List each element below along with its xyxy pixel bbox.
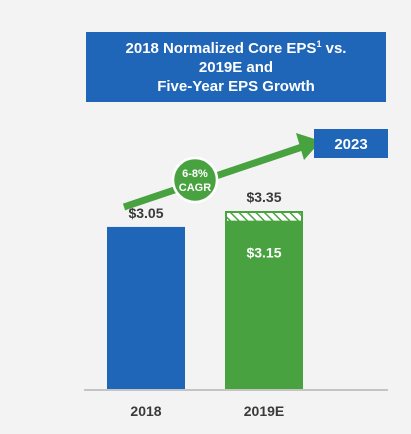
bar-inside-label-2019E: $3.15 bbox=[246, 245, 281, 261]
target-year-box bbox=[314, 129, 388, 158]
bar-2019E bbox=[225, 221, 303, 389]
bar-top-label-2019E: $3.35 bbox=[246, 189, 281, 205]
cagr-rate-label: 6-8% bbox=[182, 168, 208, 180]
cagr-label: CAGR bbox=[179, 182, 211, 194]
bar-label-2018: $3.05 bbox=[128, 205, 163, 221]
chart-title-line-3: Five-Year EPS Growth bbox=[157, 77, 315, 95]
x-tick-label-2018: 2018 bbox=[130, 403, 161, 419]
chart-title-box: 2018 Normalized Core EPS1 vs. 2019E and … bbox=[86, 32, 386, 102]
target-year-label: 2023 bbox=[334, 136, 367, 153]
bar-2018 bbox=[107, 226, 185, 389]
bar-range-2019E bbox=[225, 211, 303, 223]
chart-title-line-1: 2018 Normalized Core EPS1 vs. bbox=[125, 38, 347, 57]
cagr-bubble bbox=[171, 156, 219, 204]
x-tick-label-2019E: 2019E bbox=[244, 403, 284, 419]
footnote-marker: 1 bbox=[316, 38, 322, 49]
chart-title-line-2: 2019E and bbox=[198, 58, 274, 76]
